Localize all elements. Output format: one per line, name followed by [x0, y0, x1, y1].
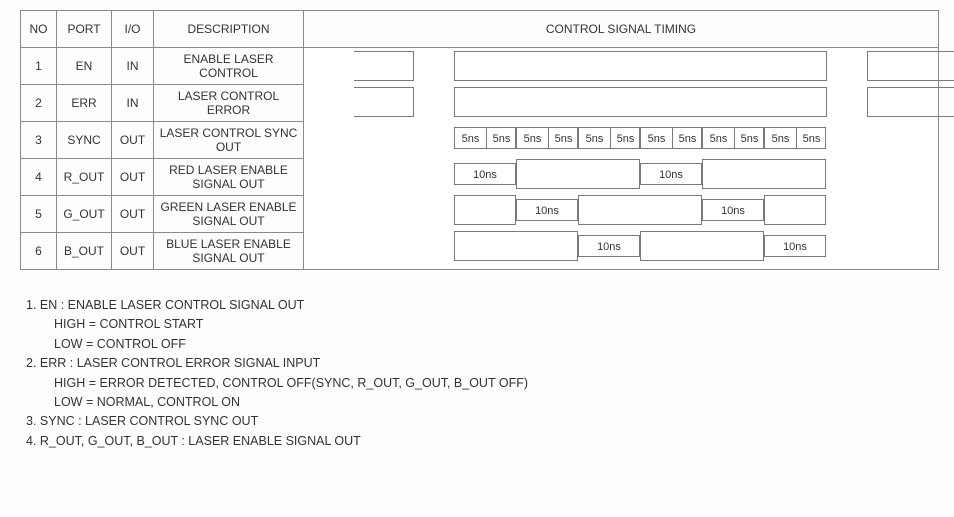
desc-line2: ERROR — [207, 103, 250, 117]
note-line: HIGH = ERROR DETECTED, CONTROL OFF(SYNC,… — [54, 374, 940, 393]
timing-label: 5ns — [486, 132, 517, 146]
note-line: LOW = NORMAL, CONTROL ON — [54, 393, 940, 412]
timing-label: 10ns — [703, 204, 763, 218]
note-line: 1. EN : ENABLE LASER CONTROL SIGNAL OUT — [26, 296, 940, 315]
timing-wave: 5ns5ns — [764, 127, 826, 149]
cell-io: IN — [112, 85, 154, 122]
note-line: 3. SYNC : LASER CONTROL SYNC OUT — [26, 412, 940, 431]
cell-port: R_OUT — [57, 159, 112, 196]
timing-label: 10ns — [641, 168, 701, 182]
cell-io: OUT — [112, 196, 154, 233]
cell-port: ERR — [57, 85, 112, 122]
timing-wave — [702, 159, 826, 189]
desc-line1: GREEN LASER ENABLE — [160, 200, 296, 214]
cell-desc: ENABLE LASER CONTROL — [154, 48, 304, 85]
timing-wave: 10ns — [516, 199, 578, 221]
timing-label: 5ns — [548, 132, 579, 146]
timing-wave — [354, 87, 414, 117]
col-port: PORT — [57, 11, 112, 48]
timing-wave: 10ns — [640, 163, 702, 185]
timing-diagram: 5ns5ns5ns5ns5ns5ns5ns5ns5ns5ns5ns5ns10ns… — [314, 48, 948, 264]
timing-label: 5ns — [610, 132, 641, 146]
timing-label: 5ns — [672, 132, 703, 146]
cell-port: B_OUT — [57, 233, 112, 270]
cell-no: 6 — [21, 233, 57, 270]
timing-wave — [454, 87, 827, 117]
cell-io: IN — [112, 48, 154, 85]
timing-wave: 5ns5ns — [454, 127, 516, 149]
signal-table: NO PORT I/O DESCRIPTION CONTROL SIGNAL T… — [20, 10, 939, 270]
timing-wave — [578, 195, 702, 225]
cell-desc: LASER CONTROL SYNC OUT — [154, 122, 304, 159]
timing-wave: 5ns5ns — [640, 127, 702, 149]
timing-wave: 10ns — [578, 235, 640, 257]
timing-wave — [454, 51, 827, 81]
cell-io: OUT — [112, 159, 154, 196]
cell-no: 2 — [21, 85, 57, 122]
timing-wave: 10ns — [702, 199, 764, 221]
note-line: HIGH = CONTROL START — [54, 315, 940, 334]
timing-wave — [867, 87, 954, 117]
timing-wave — [354, 51, 414, 81]
cell-port: EN — [57, 48, 112, 85]
timing-label: 10ns — [765, 240, 825, 254]
timing-label: 5ns — [765, 132, 796, 146]
desc-line2: CONTROL — [199, 66, 258, 80]
timing-label: 10ns — [455, 168, 515, 182]
col-io: I/O — [112, 11, 154, 48]
timing-diagram-cell: 5ns5ns5ns5ns5ns5ns5ns5ns5ns5ns5ns5ns10ns… — [304, 48, 939, 270]
timing-wave — [640, 231, 764, 261]
page: NO PORT I/O DESCRIPTION CONTROL SIGNAL T… — [0, 0, 954, 517]
header-row: NO PORT I/O DESCRIPTION CONTROL SIGNAL T… — [21, 11, 939, 48]
timing-label: 5ns — [641, 132, 672, 146]
timing-label: 5ns — [455, 132, 486, 146]
cell-no: 3 — [21, 122, 57, 159]
cell-no: 1 — [21, 48, 57, 85]
cell-desc: LASER CONTROL ERROR — [154, 85, 304, 122]
timing-wave: 10ns — [764, 235, 826, 257]
col-description: DESCRIPTION — [154, 11, 304, 48]
note-line: 2. ERR : LASER CONTROL ERROR SIGNAL INPU… — [26, 354, 940, 373]
timing-wave — [454, 231, 578, 261]
timing-wave — [516, 159, 640, 189]
timing-label: 5ns — [517, 132, 548, 146]
col-no: NO — [21, 11, 57, 48]
notes-section: 1. EN : ENABLE LASER CONTROL SIGNAL OUT … — [26, 296, 940, 451]
timing-wave: 5ns5ns — [702, 127, 764, 149]
desc-line2: SIGNAL OUT — [192, 214, 264, 228]
timing-label: 10ns — [579, 240, 639, 254]
timing-label: 10ns — [517, 204, 577, 218]
note-line: 4. R_OUT, G_OUT, B_OUT : LASER ENABLE SI… — [26, 432, 940, 451]
cell-desc: BLUE LASER ENABLE SIGNAL OUT — [154, 233, 304, 270]
cell-io: OUT — [112, 122, 154, 159]
timing-label: 5ns — [579, 132, 610, 146]
timing-wave: 5ns5ns — [516, 127, 578, 149]
desc-line2: SIGNAL OUT — [192, 251, 264, 265]
desc-line1: LASER CONTROL — [178, 89, 279, 103]
col-timing: CONTROL SIGNAL TIMING — [304, 11, 939, 48]
desc-line1: BLUE LASER ENABLE — [166, 237, 291, 251]
desc-line1: RED LASER ENABLE — [169, 163, 288, 177]
desc-line2: SIGNAL OUT — [192, 177, 264, 191]
timing-wave — [867, 51, 954, 81]
desc-line2: OUT — [216, 140, 241, 154]
timing-label: 5ns — [796, 132, 827, 146]
note-line: LOW = CONTROL OFF — [54, 335, 940, 354]
desc-line1: LASER CONTROL SYNC — [160, 126, 298, 140]
timing-wave — [454, 195, 516, 225]
timing-label: 5ns — [734, 132, 765, 146]
cell-port: SYNC — [57, 122, 112, 159]
timing-wave: 5ns5ns — [578, 127, 640, 149]
cell-no: 5 — [21, 196, 57, 233]
timing-label: 5ns — [703, 132, 734, 146]
cell-io: OUT — [112, 233, 154, 270]
cell-desc: RED LASER ENABLE SIGNAL OUT — [154, 159, 304, 196]
cell-desc: GREEN LASER ENABLE SIGNAL OUT — [154, 196, 304, 233]
timing-wave — [764, 195, 826, 225]
cell-port: G_OUT — [57, 196, 112, 233]
cell-no: 4 — [21, 159, 57, 196]
table-row: 1 EN IN ENABLE LASER CONTROL 5ns5ns5ns5n… — [21, 48, 939, 85]
timing-wave: 10ns — [454, 163, 516, 185]
desc-line1: ENABLE LASER — [183, 52, 273, 66]
